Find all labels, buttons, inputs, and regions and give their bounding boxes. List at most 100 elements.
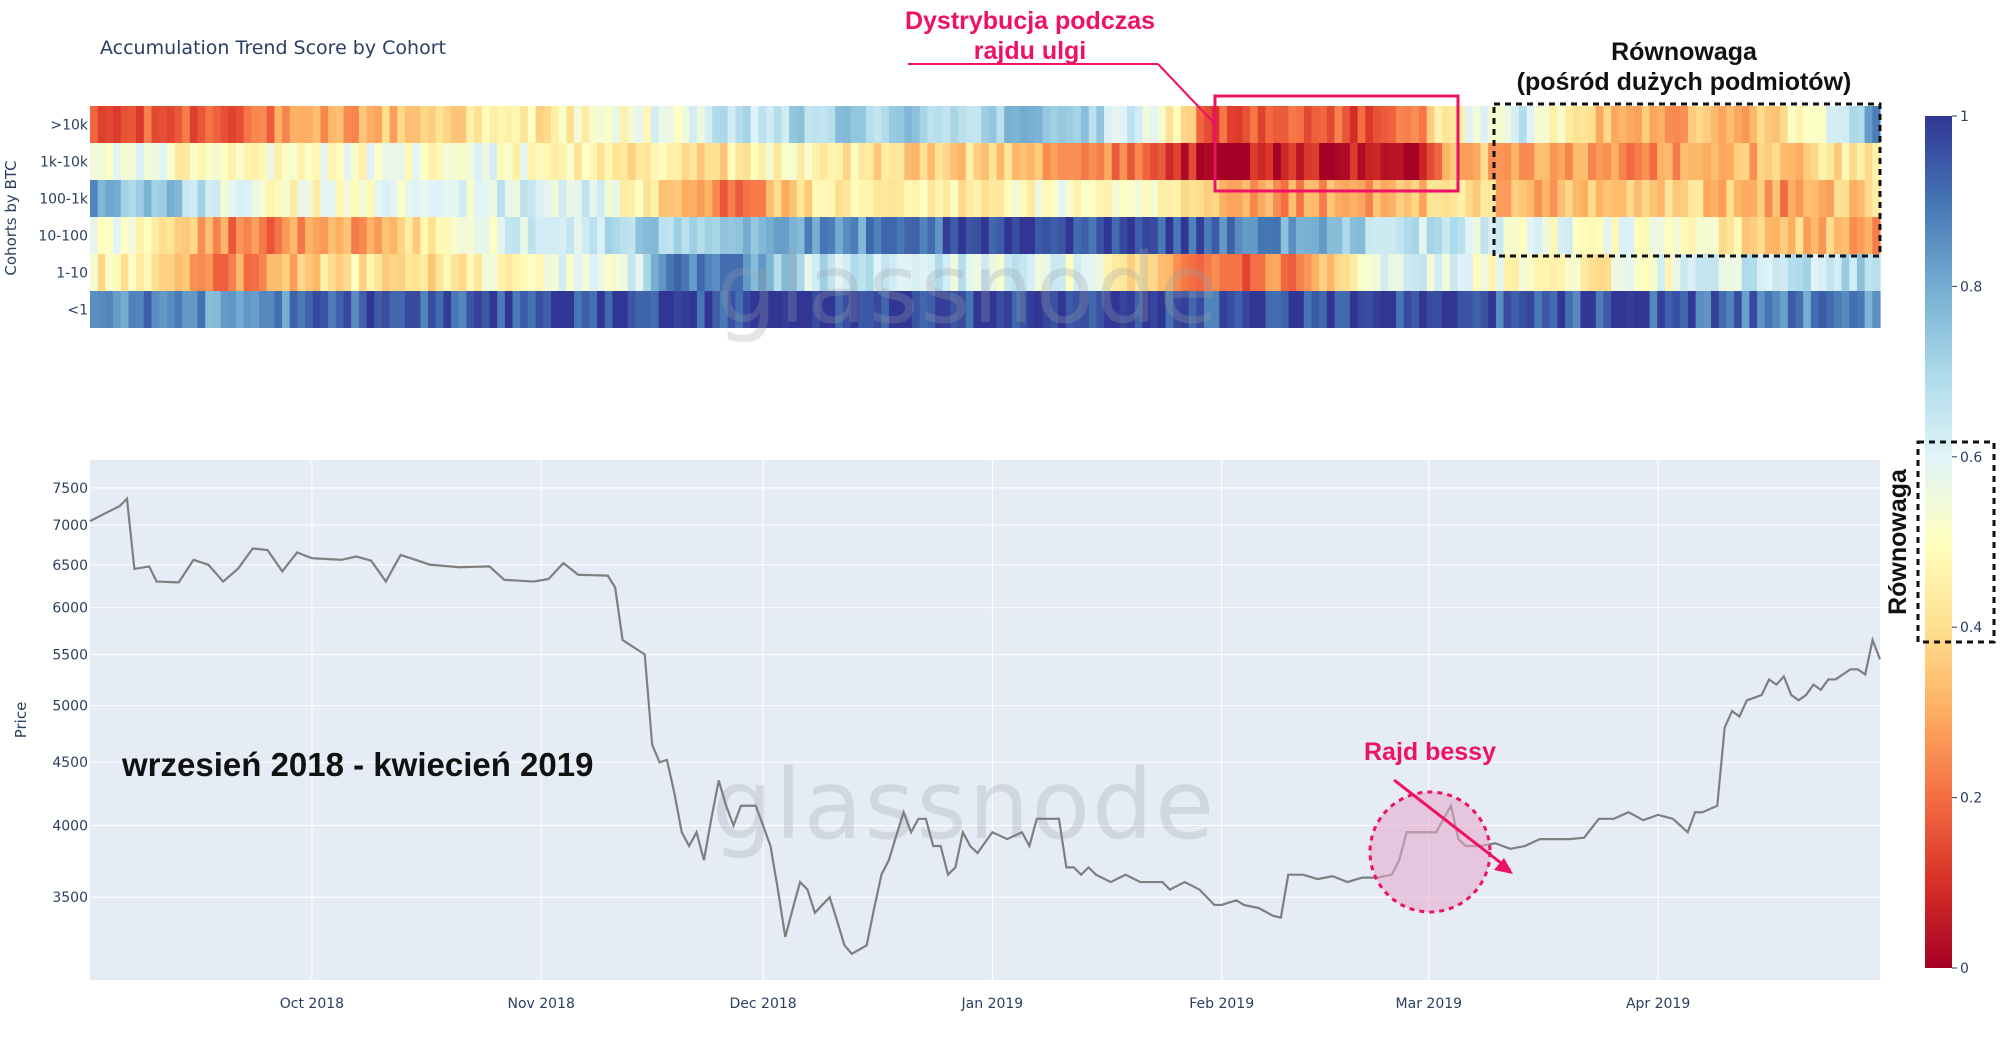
- heatmap-cell: [1257, 180, 1267, 217]
- heatmap-cell: [404, 143, 414, 180]
- heatmap-cell: [865, 143, 875, 180]
- heatmap-cell: [466, 217, 475, 254]
- heatmap-cell: [719, 291, 729, 328]
- heatmap-cell: [1127, 180, 1136, 217]
- heatmap-cell: [796, 254, 806, 291]
- heatmap-cell: [259, 254, 268, 291]
- heatmap-cell: [1257, 106, 1267, 143]
- price-y-tick-label: 5500: [52, 647, 88, 663]
- heatmap-cell: [881, 143, 890, 180]
- heatmap-cell: [1465, 217, 1474, 254]
- heatmap-cell: [366, 143, 375, 180]
- heatmap-cell: [1864, 217, 1873, 254]
- heatmap-cell: [1718, 217, 1727, 254]
- heatmap-cell: [1196, 291, 1205, 328]
- heatmap-cell: [773, 217, 783, 254]
- heatmap-cell: [719, 143, 729, 180]
- heatmap-cell: [266, 143, 275, 180]
- heatmap-cell: [597, 143, 606, 180]
- heatmap-cell: [1349, 180, 1359, 217]
- heatmap-cell: [312, 143, 322, 180]
- heatmap-cell: [458, 180, 468, 217]
- heatmap-cell: [1826, 106, 1835, 143]
- heatmap-cell: [1534, 291, 1543, 328]
- heatmap-cell: [1411, 106, 1420, 143]
- heatmap-cell: [289, 106, 299, 143]
- heatmap-cell: [512, 180, 521, 217]
- heatmap-cell: [1810, 106, 1820, 143]
- cohort-label: >10k: [50, 118, 89, 134]
- heatmap-cell: [1710, 217, 1720, 254]
- heatmap-cell: [1257, 254, 1267, 291]
- heatmap-cell: [90, 143, 99, 180]
- heatmap-cell: [558, 291, 567, 328]
- heatmap-cell: [1818, 291, 1827, 328]
- heatmap-cell: [673, 217, 683, 254]
- heatmap-cell: [1687, 217, 1697, 254]
- heatmap-cell: [566, 106, 575, 143]
- heatmap-cell: [1588, 254, 1597, 291]
- heatmap-cell: [896, 291, 905, 328]
- heatmap-cell: [543, 291, 552, 328]
- heatmap-cell: [704, 217, 713, 254]
- heatmap-cell: [1234, 106, 1243, 143]
- heatmap-cell: [197, 291, 206, 328]
- colorbar-tick-label: 0.2: [1960, 791, 1982, 807]
- heatmap-cell: [1641, 143, 1651, 180]
- heatmap-cell: [166, 180, 176, 217]
- heatmap-cell: [865, 217, 875, 254]
- heatmap-cell: [1150, 106, 1159, 143]
- cohort-labels: >10k 1k-10k 100-1k 10-100 1-10 <1: [38, 118, 88, 319]
- heatmap-cell: [1096, 254, 1105, 291]
- heatmap-cell: [835, 291, 844, 328]
- heatmap-cell: [1311, 106, 1320, 143]
- heatmap-cell: [1303, 291, 1313, 328]
- heatmap-cell: [1396, 254, 1405, 291]
- heatmap-cell: [750, 143, 759, 180]
- heatmap-cell: [612, 217, 621, 254]
- heatmap-cell: [151, 291, 160, 328]
- heatmap-cell: [1664, 106, 1674, 143]
- heatmap-cell: [773, 180, 783, 217]
- heatmap-cell: [366, 106, 375, 143]
- heatmap-cell: [950, 106, 959, 143]
- heatmap-cell: [1787, 291, 1797, 328]
- heatmap-cell: [1557, 291, 1566, 328]
- heatmap-cell: [328, 106, 337, 143]
- heatmap-cell: [136, 254, 145, 291]
- heatmap-cell: [358, 180, 368, 217]
- heatmap-cell: [1242, 291, 1251, 328]
- heatmap-cell: [1503, 217, 1512, 254]
- heatmap-cell: [404, 106, 414, 143]
- heatmap-cell: [919, 291, 928, 328]
- heatmap-cell: [1864, 143, 1873, 180]
- heatmap-cell: [389, 217, 398, 254]
- heatmap-cell: [1342, 254, 1351, 291]
- equilibrium-annotation-line2: (pośród dużych podmiotów): [1517, 68, 1852, 96]
- heatmap-cell: [458, 217, 468, 254]
- heatmap-cell: [858, 143, 867, 180]
- heatmap-cell: [128, 143, 137, 180]
- heatmap-cell: [1096, 291, 1105, 328]
- heatmap-cell: [412, 106, 421, 143]
- heatmap-cell: [1534, 254, 1543, 291]
- heatmap-cell: [1449, 106, 1459, 143]
- heatmap-cell: [527, 180, 537, 217]
- heatmap-cell: [1334, 106, 1343, 143]
- heatmap-cell: [205, 106, 214, 143]
- heatmap-cell: [1388, 291, 1397, 328]
- heatmap-cell: [397, 143, 406, 180]
- heatmap-cell: [97, 254, 106, 291]
- heatmap-cell: [1050, 291, 1059, 328]
- heatmap-cell: [381, 217, 391, 254]
- heatmap-cell: [766, 106, 775, 143]
- heatmap-cell: [758, 143, 767, 180]
- cohort-label: <1: [67, 303, 88, 319]
- heatmap-cell: [466, 291, 475, 328]
- heatmap-cell: [1319, 106, 1328, 143]
- heatmap-cell: [1288, 291, 1297, 328]
- heatmap-cell: [1096, 180, 1105, 217]
- heatmap-cell: [97, 143, 106, 180]
- heatmap-cell: [1227, 217, 1236, 254]
- heatmap-cell: [1849, 106, 1858, 143]
